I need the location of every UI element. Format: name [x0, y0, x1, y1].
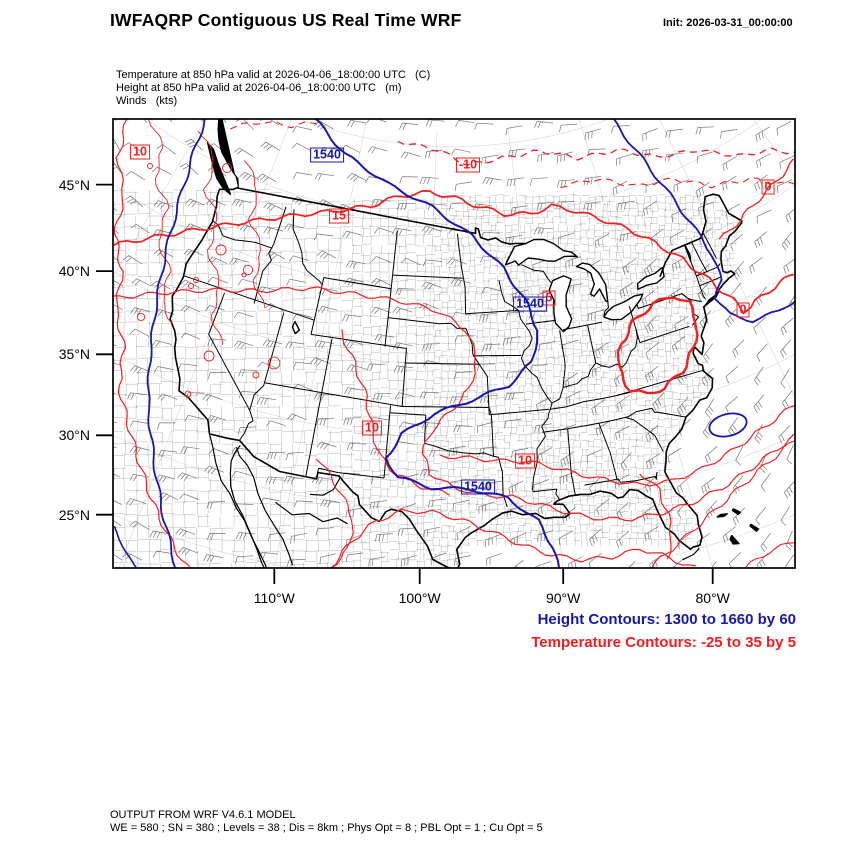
lat-tick-label: 40°N [58, 263, 90, 280]
footer-model-line: OUTPUT FROM WRF V4.6.1 MODEL [110, 809, 296, 821]
contour-label-temp: 10 [130, 144, 150, 160]
lon-tick-label: 110°W [253, 590, 295, 606]
legend-height-contours: Height Contours: 1300 to 1660 by 60 [537, 611, 796, 628]
footer-config-line: WE = 580 ; SN = 380 ; Levels = 38 ; Dis … [110, 822, 543, 834]
contour-label-temp: 10 [515, 453, 535, 469]
init-time-label: Init: 2026-03-31_00:00:00 [663, 17, 793, 29]
subtitle-temperature: Temperature at 850 hPa valid at 2026-04-… [116, 69, 431, 81]
contour-label-temp: 5 [542, 290, 556, 306]
contour-label-hgt: 1540 [513, 296, 547, 312]
contour-label-temp: 0 [761, 179, 775, 195]
page-title: IWFAQRP Contiguous US Real Time WRF [110, 10, 462, 30]
legend-temperature-contours: Temperature Contours: -25 to 35 by 5 [531, 634, 796, 651]
lat-tick-label: 30°N [58, 427, 90, 444]
lon-tick-label: 100°W [398, 590, 441, 606]
lat-tick-label: 35°N [58, 346, 90, 363]
contour-label-temp: 15 [329, 208, 349, 224]
contour-label-temp: 0 [736, 302, 750, 318]
contour-label-hgt: 1540 [461, 479, 495, 495]
lon-tick-label: 80°W [695, 590, 730, 606]
subtitle-winds: Winds (kts) [116, 95, 178, 107]
subtitle-height: Height at 850 hPa valid at 2026-04-06_18… [116, 82, 402, 94]
contour-label-temp: 10 [362, 420, 382, 436]
contour-label-temp: -10 [455, 157, 481, 173]
lon-tick-label: 90°W [545, 590, 581, 606]
lat-tick-label: 45°N [58, 176, 90, 193]
contour-label-hgt: 1540 [310, 147, 344, 163]
lat-tick-label: 25°N [58, 506, 90, 523]
